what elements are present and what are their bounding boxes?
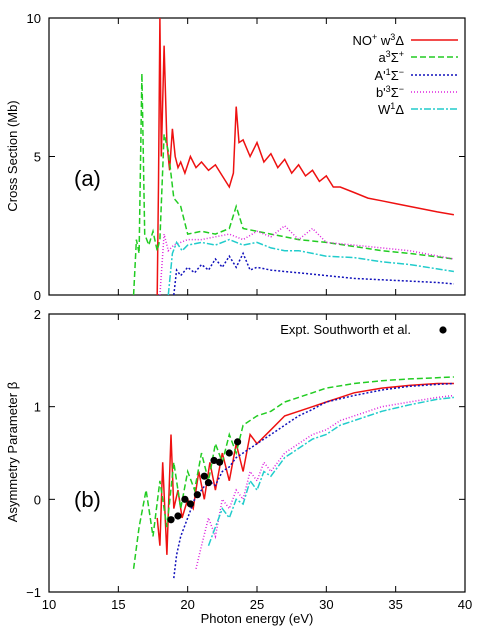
expt-point <box>225 449 233 457</box>
expt-point <box>204 479 213 487</box>
series-line-1 <box>156 382 454 555</box>
legend-a: NO+ w3Δ a3Σ+ A'1Σ− b'3Σ− W1Δ <box>353 32 458 117</box>
legend-b-marker <box>439 326 447 334</box>
x-tick-label: 40 <box>458 597 472 612</box>
y-tick-label: 2 <box>34 307 41 322</box>
series-line-3 <box>173 382 454 579</box>
panel-a-ylabel: Cross Section (Mb) <box>5 100 20 211</box>
legend-a-entry-5: W1Δ <box>378 101 404 117</box>
series-line-1 <box>156 17 455 296</box>
x-tick-label: 10 <box>42 597 56 612</box>
y-tick-label: −1 <box>26 585 41 600</box>
legend-a-entry-1: NO+ w3Δ <box>353 32 405 48</box>
x-tick-label: 25 <box>250 597 264 612</box>
panel-b-ylabel: Asymmetry Parameter β <box>5 382 20 522</box>
x-tick-label: 15 <box>111 597 125 612</box>
legend-b-entry: Expt. Southworth et al. <box>280 322 411 337</box>
legend-a-entry-2: a3Σ+ <box>378 49 404 65</box>
x-tick-label: 20 <box>180 597 194 612</box>
panel-a-label: (a) <box>74 166 101 191</box>
panel-b-frame <box>48 313 466 593</box>
y-tick-label: 1 <box>34 400 41 415</box>
expt-point <box>210 456 218 465</box>
series-line-4 <box>159 224 455 296</box>
expt-point <box>215 458 224 466</box>
series-line-2 <box>132 73 454 296</box>
expt-point <box>181 495 189 503</box>
expt-point <box>233 438 242 446</box>
legend-a-entry-4: b'3Σ− <box>376 84 404 100</box>
panel-b-expt-points <box>167 438 242 524</box>
expt-point <box>193 491 201 499</box>
x-tick-label: 30 <box>319 597 333 612</box>
y-tick-label: 0 <box>34 288 41 303</box>
x-tick-label: 35 <box>388 597 402 612</box>
expt-point <box>174 512 182 520</box>
series-line-5 <box>167 238 455 296</box>
y-tick-label: 0 <box>34 492 41 507</box>
x-axis-label: Photon energy (eV) <box>201 611 314 626</box>
series-line-3 <box>173 251 454 296</box>
expt-point <box>167 516 175 524</box>
expt-point <box>186 500 195 508</box>
series-line-5 <box>207 396 454 546</box>
y-tick-label: 5 <box>34 150 41 165</box>
expt-point <box>200 472 208 480</box>
series-line-4 <box>195 394 454 569</box>
y-tick-label: 10 <box>27 11 41 26</box>
panel-b-series <box>132 376 454 579</box>
panel-b-label: (b) <box>74 487 101 512</box>
legend-a-entry-3: A'1Σ− <box>375 67 404 83</box>
panel-a-series <box>132 17 455 296</box>
legend-b: Expt. Southworth et al. <box>280 322 447 337</box>
